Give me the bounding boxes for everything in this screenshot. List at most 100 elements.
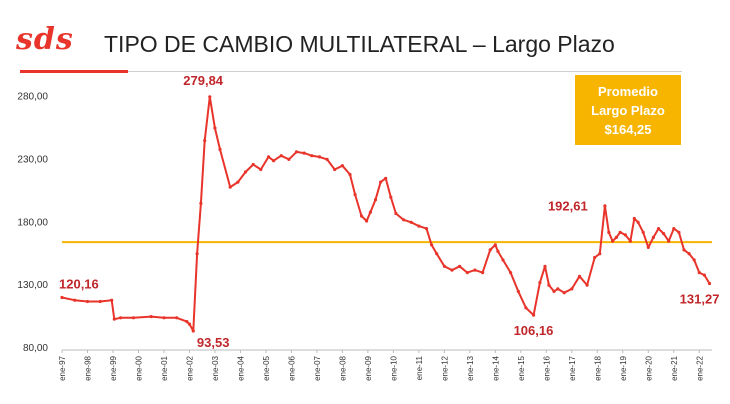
x-tick-label: ene-18 (593, 355, 602, 380)
data-point (203, 139, 207, 143)
data-point (185, 320, 189, 324)
data-label: 279,84 (183, 73, 224, 88)
sds-logo: sds (16, 22, 74, 57)
average-box-line1: Promedio (598, 83, 658, 99)
x-tick-label: ene-17 (568, 355, 577, 380)
data-point (481, 271, 485, 275)
x-tick-label: ene-99 (109, 355, 118, 380)
title-underline-accent (20, 70, 128, 73)
data-point (368, 210, 372, 214)
data-point (458, 264, 462, 268)
data-point (98, 299, 102, 304)
data-point (538, 281, 542, 285)
data-point (692, 258, 696, 262)
data-point (473, 268, 477, 272)
data-point (611, 239, 615, 243)
y-tick-label: 280,00 (17, 92, 48, 103)
x-tick-label: ene-19 (619, 355, 628, 380)
data-point (532, 313, 536, 317)
data-point (266, 155, 271, 159)
x-tick-label: ene-12 (440, 355, 449, 380)
data-point (333, 167, 337, 172)
x-tick-label: ene-01 (160, 355, 169, 380)
data-point (287, 157, 291, 161)
x-tick-label: ene-16 (542, 355, 551, 380)
data-point (493, 243, 497, 247)
data-point (435, 252, 439, 256)
data-point (501, 258, 505, 262)
data-point (656, 227, 661, 231)
data-point (187, 322, 192, 326)
data-point (672, 227, 676, 231)
data-point (651, 235, 656, 239)
data-point (228, 185, 232, 189)
data-point (623, 233, 627, 237)
x-axis: ene-97 ene-98 ene-99 ene-00 ene-01 ene-02 ene-… (58, 349, 712, 381)
x-tick-label: ene-98 (83, 355, 92, 380)
data-point (110, 298, 114, 302)
data-point (243, 170, 248, 174)
data-point (373, 198, 378, 202)
x-tick-label: ene-02 (185, 355, 194, 380)
data-point (603, 204, 607, 208)
data-point (119, 316, 123, 320)
data-point (73, 298, 77, 302)
y-tick-label: 230,00 (17, 154, 48, 165)
data-point (131, 316, 135, 320)
data-point (310, 154, 314, 158)
x-tick-label: ene-20 (644, 355, 653, 380)
data-point (430, 243, 434, 247)
data-point (348, 172, 352, 177)
data-point (353, 193, 357, 197)
data-label: 120,16 (59, 277, 99, 292)
data-point (272, 159, 276, 163)
data-point (496, 249, 500, 253)
data-point (543, 264, 547, 268)
x-tick-label: ene-06 (287, 355, 296, 380)
data-point (687, 252, 691, 256)
data-point (279, 154, 283, 158)
data-point (556, 287, 560, 291)
data-point (317, 155, 322, 159)
data-point (614, 235, 619, 239)
x-tick-label: ene-07 (313, 355, 322, 380)
data-point (384, 176, 388, 180)
data-point (175, 316, 179, 320)
data-label: 93,53 (197, 335, 230, 350)
data-point (524, 306, 528, 310)
data-point (570, 287, 574, 291)
data-point (259, 167, 263, 172)
data-point (389, 195, 393, 199)
data-point (598, 252, 602, 256)
data-point (516, 289, 520, 293)
data-label: 131,27 (680, 292, 720, 307)
data-point (218, 147, 222, 151)
data-point (195, 252, 199, 256)
average-box-line2: Largo Plazo (591, 102, 665, 118)
y-tick-label: 180,00 (17, 217, 48, 228)
x-tick-label: ene-04 (236, 355, 245, 380)
data-point (251, 162, 255, 167)
x-tick-label: ene-97 (58, 355, 67, 380)
data-point (199, 201, 203, 205)
series-line (61, 95, 711, 332)
data-point (662, 232, 666, 236)
annotation-layer: 120,16 279,84 93,53 106,16 192,61 131,27 (59, 73, 719, 350)
data-point (149, 315, 153, 319)
title-underline (128, 71, 682, 72)
data-point (340, 164, 344, 168)
x-tick-label: ene-10 (389, 355, 398, 380)
y-tick-label: 130,00 (17, 280, 48, 291)
data-point (379, 180, 383, 184)
data-point (667, 239, 671, 243)
data-point (593, 255, 597, 260)
data-point (162, 316, 166, 320)
data-point (509, 271, 513, 275)
data-point (707, 281, 712, 286)
data-point (60, 295, 64, 300)
data-point (302, 151, 306, 155)
data-point (636, 220, 640, 224)
x-tick-label: ene-11 (415, 355, 424, 380)
y-axis: 80,00 130,00 180,00 230,00 280,00 (17, 92, 48, 354)
